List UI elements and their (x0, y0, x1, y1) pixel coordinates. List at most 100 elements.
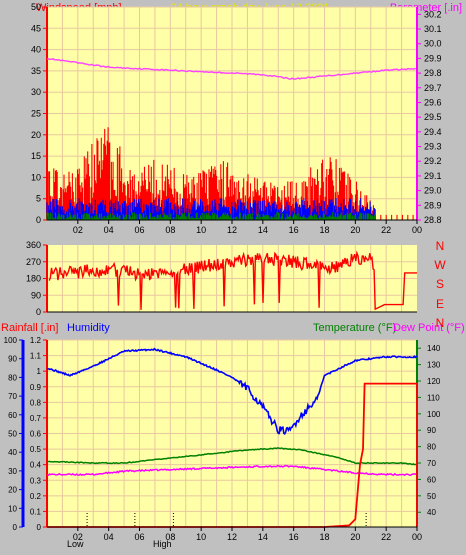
wind-y-tick-label: 25 (31, 109, 41, 119)
lower-x-tick-label: 10 (196, 532, 206, 542)
lower-x-tick-label: 02 (73, 532, 83, 542)
humidity-y-tick-label: 90 (8, 355, 17, 364)
lower-x-tick-label: 06 (134, 532, 144, 542)
temperature-y-tick-label: 40 (427, 508, 436, 517)
rain-y-tick-label: 0.5 (30, 445, 42, 454)
barometer-y-tick-label: 28.9 (424, 200, 442, 210)
barometer-y-tick-label: 29.0 (424, 186, 442, 196)
rain-y-tick-label: 0.4 (30, 461, 42, 470)
barometer-y-tick-label: 29.6 (424, 97, 442, 107)
humidity-axis-title: Humidity (67, 322, 110, 334)
upper-x-tick-label: 08 (165, 225, 175, 235)
lower-x-tick-label: 18 (319, 532, 329, 542)
dewpoint-series (47, 464, 418, 477)
rain-y-tick-label: 0.2 (30, 492, 42, 501)
rain-y-tick-label: 1.1 (30, 352, 42, 361)
rain-y-tick-label: 0.7 (30, 414, 42, 423)
humidity-y-tick-label: 20 (8, 486, 17, 495)
dewpoint-axis-title: Dew Point (°F) (393, 322, 465, 334)
lower-x-tick-label: 12 (227, 532, 237, 542)
humidity-y-tick-label: 10 (8, 504, 17, 513)
upper-x-tick-label: 04 (104, 225, 114, 235)
rain-y-tick-label: 0.3 (30, 476, 42, 485)
lower-x-tick-label: 22 (381, 532, 391, 542)
rain-y-tick-label: 0.1 (30, 507, 42, 516)
humidity-y-tick-label: 50 (8, 430, 17, 439)
upper-x-tick-label: 16 (289, 225, 299, 235)
humidity-temperature-panel: 0 0.1 0.2 0.3 0.4 0.5 0.6 0.7 0.8 0.9 1 1.1 1.2 0 10 20… (4, 336, 441, 542)
direction-y-tick-label: 90 (31, 290, 41, 300)
humidity-y-tick-label: 0 (13, 523, 18, 532)
temperature-series (46, 447, 418, 466)
humidity-y-tick-label: 60 (8, 411, 17, 420)
direction-y-tick-label: 360 (26, 240, 41, 250)
rainfall-axis-title: Rainfall [.in] (1, 322, 58, 334)
upper-x-tick-label: 00 (412, 225, 422, 235)
wind-barometer-panel: 0 5 10 15 20 25 30 35 40 45 50 28.8 28.9 29.0 29.1 29.2… (31, 2, 442, 235)
humidity-y-tick-label: 30 (8, 467, 17, 476)
temperature-y-tick-label: 140 (427, 344, 441, 353)
lower-x-tick-label: 16 (289, 532, 299, 542)
temperature-y-tick-label: 100 (427, 410, 441, 419)
wind-y-tick-label: 50 (31, 2, 41, 12)
barometer-y-tick-label: 29.1 (424, 171, 442, 181)
humidity-series (46, 347, 418, 436)
temperature-axis-title: Temperature (°F) (313, 322, 396, 334)
rain-y-tick-label: 1.2 (30, 336, 42, 345)
humidity-y-tick-label: 70 (8, 392, 17, 401)
barometer-y-tick-label: 30.2 (424, 9, 442, 19)
wind-y-tick-label: 35 (31, 66, 41, 76)
upper-x-tick-label: 22 (381, 225, 391, 235)
barometer-y-tick-label: 30.0 (424, 39, 442, 49)
wind-y-tick-label: 10 (31, 172, 41, 182)
compass-label-n-bottom: N (436, 316, 445, 330)
direction-y-tick-label: 180 (26, 274, 41, 284)
low-marker-label: Low (67, 539, 84, 549)
wind-y-tick-label: 40 (31, 45, 41, 55)
wind-y-tick-label: 45 (31, 23, 41, 33)
barometer-y-tick-label: 28.8 (424, 215, 442, 225)
temperature-y-tick-label: 130 (427, 361, 441, 370)
temperature-y-tick-label: 70 (427, 459, 436, 468)
temperature-y-tick-label: 80 (427, 443, 436, 452)
wind-direction-panel: 0 90 180 270 360 (26, 240, 417, 317)
upper-x-tick-label: 14 (258, 225, 268, 235)
upper-x-tick-label: 06 (134, 225, 144, 235)
barometer-y-tick-label: 29.7 (424, 83, 442, 93)
lower-x-tick-label: 20 (350, 532, 360, 542)
upper-x-tick-label: 18 (319, 225, 329, 235)
wind-y-tick-label: 20 (31, 130, 41, 140)
barometer-y-tick-label: 29.5 (424, 112, 442, 122)
upper-x-tick-label: 10 (196, 225, 206, 235)
upper-x-tick-label: 20 (350, 225, 360, 235)
barometer-y-tick-label: 29.9 (424, 53, 442, 63)
rain-y-tick-label: 0.6 (30, 430, 42, 439)
wind-y-tick-label: 5 (36, 194, 41, 204)
wind-y-tick-label: 15 (31, 151, 41, 161)
upper-x-tick-label: 02 (73, 225, 83, 235)
compass-label-w: W (434, 258, 446, 272)
compass-label-n-top: N (436, 239, 445, 253)
upper-x-tick-label: 12 (227, 225, 237, 235)
temperature-y-tick-label: 50 (427, 492, 436, 501)
temperature-y-tick-label: 110 (427, 393, 440, 402)
lower-x-tick-label: 14 (258, 532, 268, 542)
lower-x-tick-label: 04 (104, 532, 114, 542)
direction-y-tick-label: 270 (26, 257, 41, 267)
compass-label-s: S (436, 277, 444, 291)
rain-y-tick-label: 0.9 (30, 383, 42, 392)
barometer-y-tick-label: 30.1 (424, 24, 442, 34)
barometer-y-tick-label: 29.2 (424, 156, 442, 166)
wind-average-series (46, 198, 376, 220)
lower-x-tick-label: 00 (412, 532, 422, 542)
rainfall-series (47, 382, 418, 528)
wind-low-series (46, 212, 376, 220)
rain-y-tick-label: 1 (37, 367, 42, 376)
direction-y-tick-label: 0 (36, 307, 41, 317)
temperature-y-tick-label: 60 (427, 475, 436, 484)
barometer-series (47, 58, 416, 80)
barometer-y-tick-label: 29.3 (424, 142, 442, 152)
humidity-y-tick-label: 100 (4, 336, 18, 345)
temperature-y-tick-label: 90 (427, 426, 436, 435)
